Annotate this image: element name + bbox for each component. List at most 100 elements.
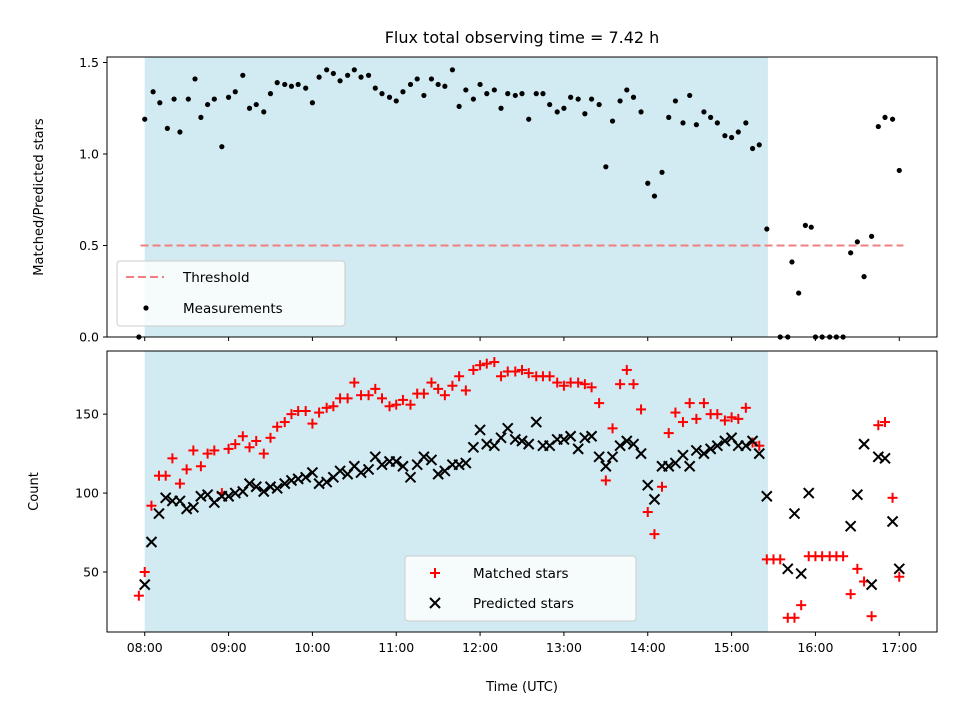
- matched-star-mark: [244, 442, 255, 453]
- matched-star-mark: [558, 380, 569, 391]
- predicted-star-mark: [579, 432, 591, 444]
- matched-star-mark: [258, 448, 269, 459]
- predicted-star-mark: [460, 457, 472, 469]
- x-tick-label: 17:00: [881, 640, 917, 655]
- measurement-point: [456, 103, 462, 110]
- measurement-point: [848, 250, 854, 256]
- measurement-point: [491, 87, 497, 93]
- measurements-points: [136, 67, 902, 340]
- predicted-star-mark: [390, 455, 402, 468]
- predicted-star-mark: [635, 447, 647, 460]
- matched-star-mark: [202, 448, 213, 459]
- predicted-star-mark: [139, 578, 151, 591]
- matched-star-mark: [684, 398, 695, 409]
- matched-star-mark: [391, 399, 402, 410]
- measurement-point: [198, 114, 204, 120]
- measurement-point: [533, 91, 539, 97]
- measurement-point: [561, 105, 567, 111]
- measurement-point: [596, 101, 602, 108]
- matched-star-mark: [300, 405, 311, 416]
- matched-star-mark: [628, 379, 639, 390]
- measurement-point: [875, 123, 881, 130]
- x-tick-label: 10:00: [294, 640, 330, 655]
- matched-star-mark: [475, 360, 486, 371]
- measurement-point: [337, 78, 343, 84]
- matched-star-mark: [873, 420, 884, 431]
- matched-star-mark: [649, 529, 660, 540]
- measurement-point: [701, 109, 707, 115]
- measurement-point: [728, 134, 735, 141]
- measurement-point: [869, 233, 875, 239]
- measurement-point: [157, 100, 163, 106]
- matched-star-mark: [489, 357, 500, 368]
- measurement-point: [617, 98, 623, 104]
- matched-star-mark: [796, 600, 807, 611]
- legend-threshold-label: Threshold: [182, 270, 250, 286]
- measurement-point: [554, 109, 560, 115]
- measurement-point: [575, 96, 581, 102]
- predicted-star-mark: [593, 451, 605, 463]
- matched-star-mark: [160, 470, 171, 481]
- predicted-star-mark: [858, 438, 870, 450]
- bottom-axis-ticks: 08:00 09:00 10:00 11:00 12:00 13:00 14:00 15:00…: [75, 407, 917, 655]
- chart-title: Flux total observing time = 7.42 h: [385, 28, 660, 47]
- predicted-star-mark: [187, 501, 200, 513]
- measurement-point: [400, 89, 406, 95]
- measurement-point: [358, 74, 364, 80]
- y-tick-label: 150: [75, 407, 99, 422]
- matched-star-mark: [439, 390, 450, 401]
- measurement-point: [225, 94, 232, 100]
- predicted-star-mark: [614, 440, 626, 452]
- measurement-point: [645, 180, 651, 186]
- predicted-star-mark: [761, 490, 773, 502]
- bottom-plot-frame: [106, 350, 938, 633]
- predicted-star-mark: [250, 481, 262, 493]
- legend-matched-label: Matched stars: [473, 566, 569, 582]
- predicted-star-mark: [704, 443, 717, 455]
- predicted-star-mark: [320, 476, 333, 488]
- x-tick-label: 09:00: [211, 640, 247, 655]
- matched-star-mark: [181, 464, 192, 475]
- predicted-star-mark: [711, 440, 724, 452]
- measurement-point: [540, 91, 546, 97]
- predicted-star-mark: [740, 440, 752, 452]
- predicted-star-mark: [564, 430, 577, 442]
- measurement-point: [603, 164, 609, 170]
- matched-star-mark: [251, 435, 262, 446]
- predicted-star-mark: [893, 563, 905, 575]
- matched-star-mark: [133, 590, 144, 601]
- predicted-star-mark: [279, 477, 291, 490]
- matched-star-mark: [146, 500, 157, 511]
- matched-star-mark: [328, 401, 339, 412]
- matched-star-mark: [719, 415, 730, 426]
- matched-star-mark: [615, 379, 626, 390]
- measurement-point: [802, 222, 808, 228]
- matched-star-mark: [426, 377, 437, 388]
- measurement-point: [407, 81, 414, 88]
- measurement-point: [316, 74, 322, 80]
- measurement-point: [796, 290, 802, 296]
- matched-star-mark: [552, 377, 563, 388]
- measurement-point: [693, 122, 699, 128]
- legend-measurements-label: Measurements: [183, 301, 283, 317]
- predicted-star-mark: [271, 482, 283, 495]
- matched-star-mark: [349, 377, 360, 388]
- measurement-point: [756, 142, 762, 148]
- legend-matched-swatch: [430, 568, 440, 578]
- predicted-star-mark: [495, 432, 507, 444]
- measurement-point: [324, 67, 330, 73]
- measurement-point: [288, 83, 295, 89]
- matched-star-mark: [454, 371, 465, 382]
- measurement-point: [666, 114, 672, 120]
- matched-star-mark: [775, 554, 786, 565]
- measurement-point: [505, 91, 511, 97]
- top-legend: Threshold Measurements: [116, 260, 346, 327]
- matched-star-mark: [272, 421, 283, 432]
- matched-star-mark: [230, 439, 241, 450]
- measurement-point: [372, 85, 378, 91]
- predicted-star-mark: [530, 416, 542, 428]
- predicted-star-mark: [803, 487, 815, 499]
- matched-star-mark: [468, 364, 479, 375]
- predicted-star-mark: [397, 460, 409, 472]
